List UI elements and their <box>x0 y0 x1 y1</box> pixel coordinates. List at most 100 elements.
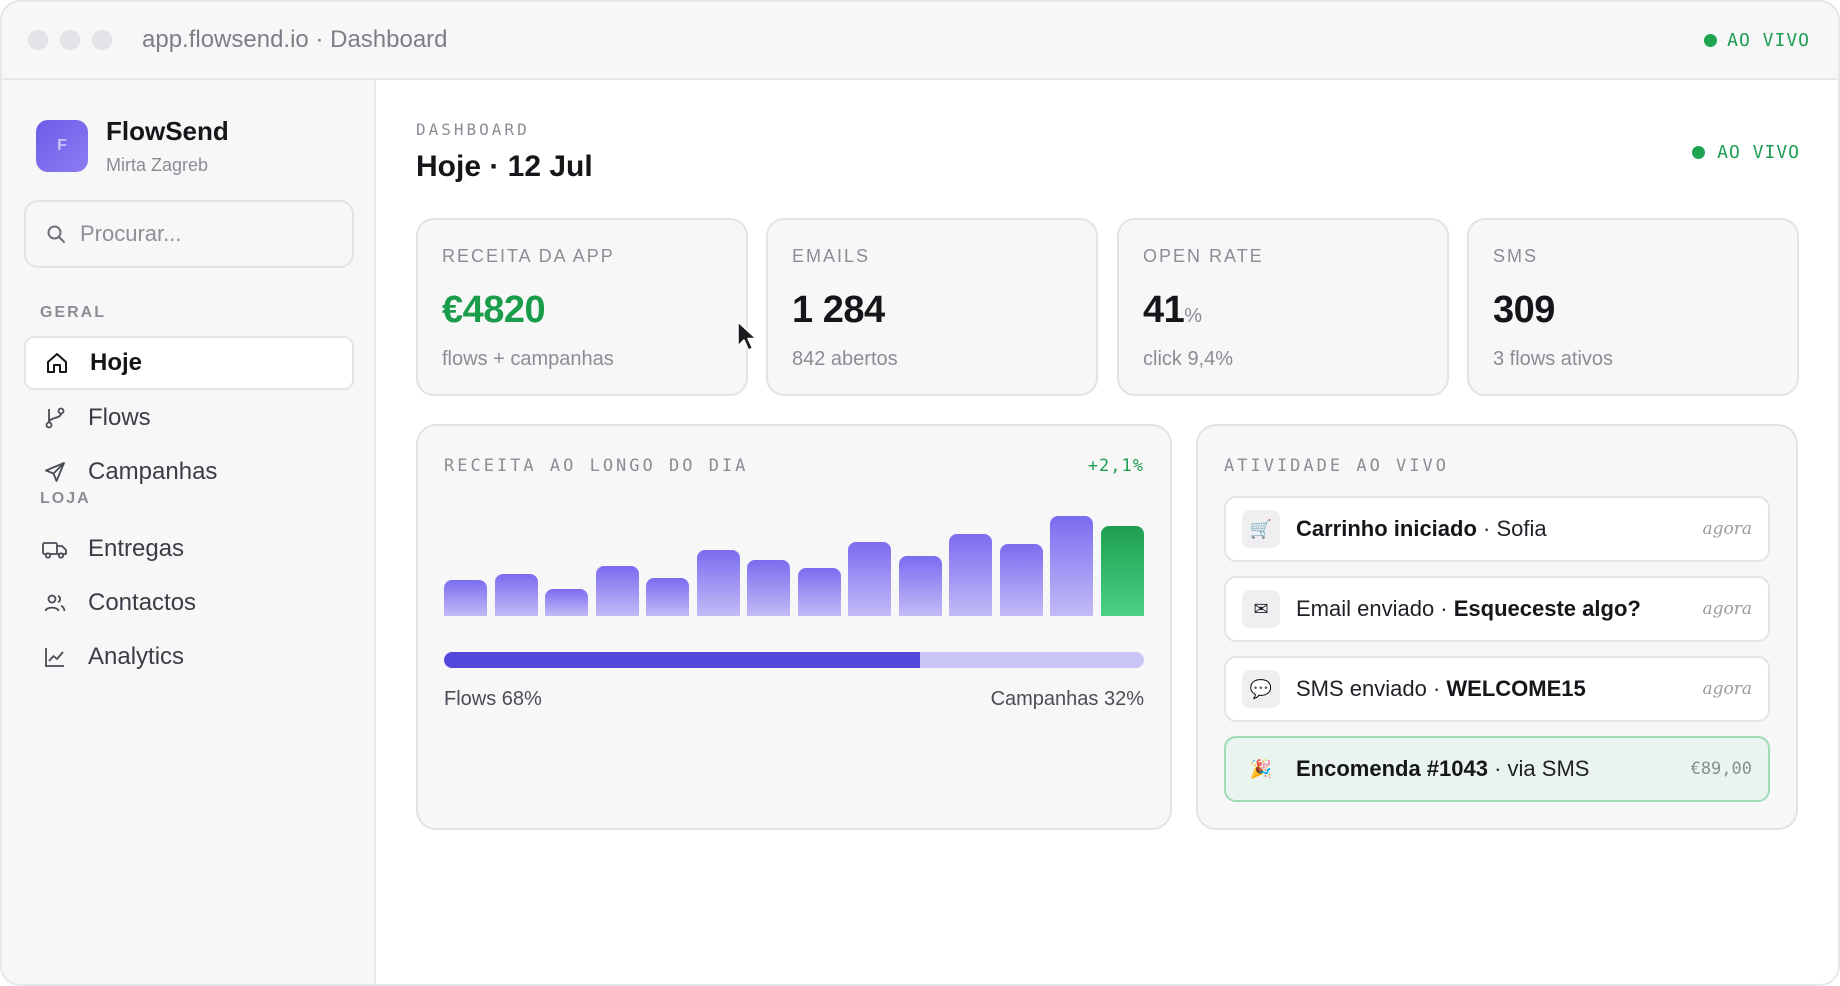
live-indicator-top: AO VIVO <box>1704 30 1810 51</box>
live-label: AO VIVO <box>1717 142 1800 163</box>
chart-bar <box>898 556 942 616</box>
sidebar-item-label: Analytics <box>88 643 185 670</box>
sidebar: F FlowSend Mirta Zagreb GERAL Hoje F <box>2 80 376 984</box>
sidebar-item-contactos[interactable]: Contactos <box>24 576 354 630</box>
party-icon: 🎉 <box>1249 758 1273 779</box>
chart-bar <box>949 534 993 616</box>
sidebar-item-flows[interactable]: Flows <box>24 391 354 445</box>
revenue-chart-card: RECEITA AO LONGO DO DIA +2,1% Flows 68% … <box>416 424 1172 830</box>
search-icon <box>47 225 65 243</box>
kpi-card-emails[interactable]: EMAILS 1 284 842 abertos <box>766 218 1098 396</box>
chart-bar <box>494 574 538 616</box>
sidebar-item-label: Hoje <box>90 349 143 376</box>
revenue-bars <box>444 516 1144 616</box>
kpi-label: OPEN RATE <box>1143 246 1264 266</box>
section-label-store: LOJA <box>40 490 91 507</box>
activity-text: Email enviado · Esqueceste algo? <box>1296 596 1641 621</box>
campaigns-share-label: Campanhas 32% <box>990 688 1144 710</box>
close-window-button[interactable] <box>28 30 48 50</box>
user-name: Mirta Zagreb <box>106 155 209 175</box>
sidebar-item-entregas[interactable]: Entregas <box>24 522 354 576</box>
kpi-sub: 842 abertos <box>792 348 898 370</box>
brand: F FlowSend Mirta Zagreb <box>36 116 229 176</box>
page-eyebrow: DASHBOARD <box>416 120 530 139</box>
chart-bar <box>999 544 1043 616</box>
sidebar-item-hoje[interactable]: Hoje <box>24 336 354 390</box>
page-title: Hoje · 12 Jul <box>416 150 593 183</box>
kpi-unit: % <box>1184 305 1202 327</box>
chart-bar <box>747 560 791 616</box>
home-icon <box>44 350 70 376</box>
flows-campaigns-split-bar <box>444 652 1144 668</box>
window-controls <box>28 30 112 50</box>
chat-icon: 💬 <box>1242 670 1280 708</box>
minimize-window-button[interactable] <box>60 30 80 50</box>
maximize-window-button[interactable] <box>92 30 112 50</box>
truck-icon <box>42 536 68 562</box>
activity-time: agora <box>1702 599 1752 619</box>
chart-bar <box>595 566 639 616</box>
kpi-label: EMAILS <box>792 246 871 266</box>
kpi-value: €4820 <box>442 289 546 331</box>
branch-icon <box>42 405 68 431</box>
live-dot-icon <box>1704 34 1718 47</box>
kpi-card-open-rate[interactable]: OPEN RATE 41% click 9,4% <box>1117 218 1449 396</box>
kpi-card-sms[interactable]: SMS 309 3 flows ativos <box>1467 218 1799 396</box>
activity-text: Carrinho iniciado · Sofia <box>1296 516 1547 541</box>
activity-item-email[interactable]: ✉ Email enviado · Esqueceste algo? agora <box>1224 576 1770 642</box>
activity-item-order[interactable]: 🎉 Encomenda #1043 · via SMS €89,00 <box>1224 736 1770 802</box>
mail-icon: ✉ <box>1242 590 1280 628</box>
main-content: DASHBOARD Hoje · 12 Jul AO VIVO RECEITA … <box>378 80 1838 984</box>
order-amount: €89,00 <box>1690 759 1752 779</box>
sidebar-item-label: Contactos <box>88 589 197 616</box>
activity-title: ATIVIDADE AO VIVO <box>1224 456 1449 476</box>
live-dot-icon <box>1692 146 1706 159</box>
title-bar: app.flowsend.io · Dashboard AO VIVO <box>2 2 1838 80</box>
chart-line-icon <box>42 644 68 670</box>
chart-title: RECEITA AO LONGO DO DIA <box>444 456 749 476</box>
chart-bar <box>444 580 487 616</box>
activity-item-cart[interactable]: 🛒 Carrinho iniciado · Sofia agora <box>1224 496 1770 562</box>
search-box[interactable] <box>24 200 354 268</box>
activity-time: agora <box>1702 519 1752 539</box>
chart-bar <box>848 542 892 616</box>
sidebar-item-label: Entregas <box>88 535 185 562</box>
kpi-value: 41% <box>1143 289 1202 331</box>
sidebar-item-analytics[interactable]: Analytics <box>24 630 354 684</box>
brand-name: FlowSend <box>106 116 229 146</box>
flows-share-fill <box>444 652 920 668</box>
sidebar-item-label: Flows <box>88 404 151 431</box>
sidebar-item-campanhas[interactable]: Campanhas <box>24 445 354 499</box>
chart-bar <box>1050 516 1094 616</box>
live-indicator: AO VIVO <box>1692 142 1800 163</box>
flows-share-label: Flows 68% <box>444 688 542 710</box>
activity-time: agora <box>1702 679 1752 699</box>
kpi-label: RECEITA DA APP <box>442 246 615 266</box>
activity-text: SMS enviado · WELCOME15 <box>1296 676 1586 701</box>
kpi-value: 309 <box>1493 289 1555 331</box>
chart-bar <box>696 550 740 616</box>
section-label-general: GERAL <box>40 304 106 321</box>
kpi-label: SMS <box>1493 246 1539 266</box>
kpi-sub: flows + campanhas <box>442 348 614 370</box>
send-icon <box>42 459 68 485</box>
chart-bar <box>1101 526 1144 616</box>
brand-logo: F <box>36 120 88 172</box>
activity-item-sms[interactable]: 💬 SMS enviado · WELCOME15 agora <box>1224 656 1770 722</box>
kpi-sub: 3 flows ativos <box>1493 348 1614 370</box>
cart-icon: 🛒 <box>1242 510 1280 548</box>
live-activity-card: ATIVIDADE AO VIVO 🛒 Carrinho iniciado · … <box>1196 424 1798 830</box>
users-icon <box>42 590 68 616</box>
chart-bar <box>646 578 690 616</box>
live-label: AO VIVO <box>1727 30 1810 51</box>
revenue-delta: +2,1% <box>1087 456 1144 476</box>
search-input[interactable] <box>80 221 330 247</box>
activity-text: Encomenda #1043 · via SMS <box>1296 756 1590 781</box>
mouse-cursor-icon <box>737 321 757 351</box>
chart-bar <box>797 568 841 616</box>
kpi-sub: click 9,4% <box>1143 348 1234 370</box>
kpi-card-revenue[interactable]: RECEITA DA APP €4820 flows + campanhas <box>416 218 748 396</box>
kpi-value: 1 284 <box>792 289 885 331</box>
address-bar: app.flowsend.io · Dashboard <box>142 26 448 53</box>
